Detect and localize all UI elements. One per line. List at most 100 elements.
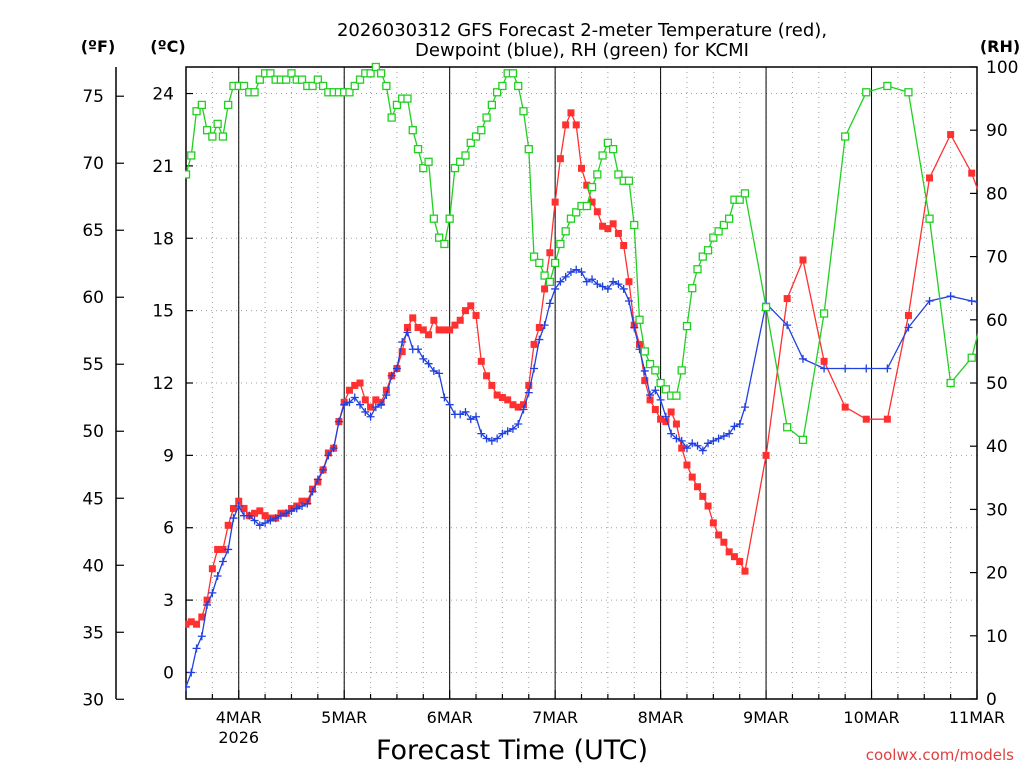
x-tick-label: 11MAR <box>949 708 1005 727</box>
rh-point <box>371 62 380 72</box>
celsius-tick-label: 18 <box>152 229 174 249</box>
rh-point <box>656 378 665 388</box>
temperature-point <box>667 408 675 416</box>
x-tick-label: 8MAR <box>638 708 684 727</box>
dewpoint-point <box>419 354 428 363</box>
temperature-point <box>493 391 501 399</box>
dewpoint-point <box>461 407 470 416</box>
temperature-point <box>193 620 201 628</box>
rh-point <box>598 151 607 160</box>
rh-series <box>185 62 978 445</box>
dewpoint-point <box>361 407 370 416</box>
temperature-point <box>609 220 617 228</box>
dewpoint-point <box>783 321 792 330</box>
rh-point <box>566 214 576 223</box>
chart-title-line2: Dewpoint (blue), RH (green) for KCMI <box>415 40 749 61</box>
rh-point <box>682 321 692 331</box>
dewpoint-point <box>340 400 349 409</box>
temperature-point <box>351 381 359 389</box>
rh-tick-label: 70 <box>986 248 1008 268</box>
rh-point <box>630 220 639 230</box>
temperature-point <box>514 403 522 411</box>
rh-point <box>640 347 649 356</box>
rh-point <box>450 163 460 173</box>
rh-point <box>645 359 655 369</box>
rh-point <box>624 176 634 185</box>
rh-point <box>492 88 502 97</box>
rh-point <box>556 239 565 249</box>
temperature-point <box>451 321 459 329</box>
rh-tick-label: 90 <box>986 121 1008 141</box>
x-tick-label: 10MAR <box>843 708 899 727</box>
dewpoint-point <box>414 345 423 354</box>
dewpoint-point <box>535 335 544 344</box>
dewpoint-point <box>735 420 744 429</box>
dewpoint-point <box>566 268 575 277</box>
fahrenheit-tick-label: 55 <box>82 355 104 375</box>
dewpoint-point <box>656 395 665 404</box>
rh-point <box>529 252 539 261</box>
rh-tick-label: 10 <box>986 627 1008 647</box>
temperature-point <box>345 386 353 394</box>
temperature-point <box>372 396 380 404</box>
temperature-point <box>530 340 538 348</box>
rh-point <box>608 145 618 154</box>
rh-point <box>714 227 723 236</box>
temperature-point <box>488 381 496 389</box>
temperature-point <box>694 483 702 491</box>
temperature-point <box>883 415 891 423</box>
rh-point <box>709 233 718 242</box>
rh-point <box>429 214 438 223</box>
dewpoint-point <box>334 417 343 426</box>
celsius-tick-label: 15 <box>152 302 174 322</box>
temperature-point <box>699 492 707 500</box>
dewpoint-point <box>693 441 702 450</box>
temperature-point <box>583 181 591 189</box>
dewpoint-point <box>989 302 997 310</box>
dewpoint-point <box>292 504 301 513</box>
dewpoint-point <box>630 323 639 332</box>
fahrenheit-tick-label: 50 <box>82 422 104 442</box>
dewpoint-point <box>682 444 691 453</box>
fahrenheit-unit-label: (ºF) <box>81 37 116 56</box>
temperature-point <box>562 121 570 129</box>
temperature-point <box>398 348 406 356</box>
x-tick-label: 9MAR <box>743 708 789 727</box>
temperature-point <box>625 278 633 286</box>
rh-point <box>466 138 475 147</box>
dewpoint-point <box>303 499 312 508</box>
rh-point <box>187 151 196 160</box>
rh-point <box>719 220 729 230</box>
dewpoint-point <box>709 436 718 445</box>
dewpoint-point <box>387 371 396 380</box>
rh-point <box>213 119 222 129</box>
dewpoint-point <box>704 439 713 448</box>
temperature-point <box>862 415 870 423</box>
rh-point <box>282 75 291 84</box>
temperature-point <box>509 401 517 409</box>
dewpoint-point <box>345 398 354 407</box>
dewpoint-point <box>392 364 401 373</box>
dewpoint-point <box>472 412 481 421</box>
fahrenheit-tick-label: 40 <box>82 556 104 576</box>
rh-point <box>688 284 697 293</box>
dewpoint-point <box>371 403 380 412</box>
temperature-point <box>519 401 527 409</box>
rh-point <box>862 88 871 97</box>
dewpoint-point <box>540 321 549 330</box>
dewpoint-point <box>661 412 670 421</box>
temperature-point <box>382 386 390 394</box>
fahrenheit-tick-label: 30 <box>82 690 104 710</box>
grid-lines <box>186 67 977 699</box>
rh-point <box>440 239 449 249</box>
temperature-point <box>261 512 269 520</box>
rh-tick-label: 0 <box>986 690 997 710</box>
rh-point <box>761 303 771 312</box>
temperature-point <box>403 324 411 332</box>
rh-point <box>519 107 528 116</box>
temperature-point <box>467 302 475 310</box>
x-tick-year-label: 2026 <box>218 728 259 747</box>
rh-point <box>297 75 307 84</box>
rh-point <box>883 81 892 91</box>
rh-point <box>355 75 365 84</box>
